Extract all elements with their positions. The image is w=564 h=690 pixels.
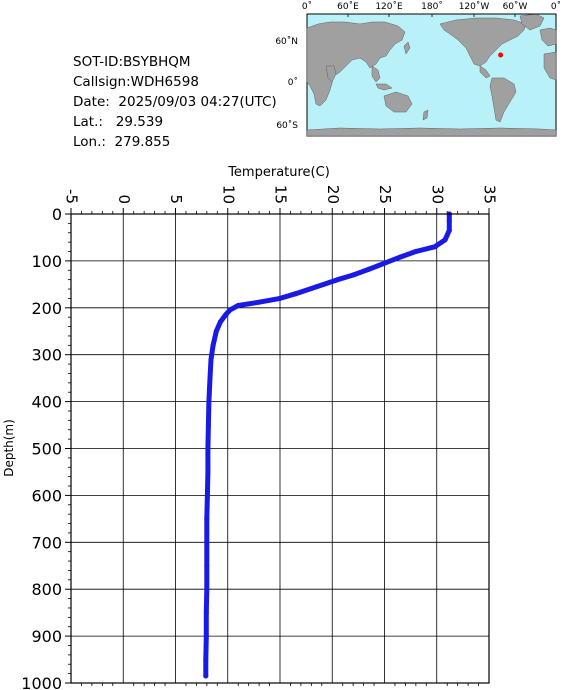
map-grid [307,13,556,17]
x-tick-label: 25 [376,185,394,204]
chart-grid [70,213,490,684]
data-point [210,342,216,348]
data-point [205,469,211,475]
map-lat-label: 60˚N [275,36,298,47]
land-north-america [439,17,527,67]
map-lon-label: 60˚E [337,1,359,12]
data-point [205,446,211,451]
data-point [206,399,212,405]
x-tick-label: 5 [167,194,185,204]
land-nz [422,109,429,121]
land-africa-right [543,51,557,81]
data-point [203,657,209,662]
temperature-profile-line [203,211,452,679]
map-lat-label: 0˚ [288,77,298,88]
land-europe-right [539,27,557,47]
data-point [205,422,211,428]
data-point [293,291,299,297]
y-axis-title: Depth(m) [2,419,16,477]
data-point [203,633,209,639]
data-point [227,307,233,313]
map-lon-label: 120˚W [459,1,490,12]
map-lon-label: 60˚W [503,1,528,12]
y-tick-label: 400 [31,393,62,412]
data-point [204,539,210,545]
x-tick-label: 15 [272,185,290,204]
map-lon-label: 0˚ [551,1,561,12]
land-antarctica [306,127,557,137]
y-tick-label: 200 [31,299,62,318]
land-japan [403,41,411,55]
location-map: 0˚ 60˚E 120˚E 180˚ 120˚W 60˚W 0˚ 60˚N 0˚… [275,1,561,137]
data-point [432,244,438,250]
data-point [350,272,356,278]
land-central-america [479,65,491,79]
map-lon-label: 180˚ [421,1,443,12]
data-point [256,299,262,305]
map-landmasses [306,13,557,137]
y-tick-label: 300 [31,346,62,365]
y-tick-label: 0 [52,205,62,224]
data-point [382,260,387,266]
data-point [442,237,448,243]
sot-id-label: SOT-ID:BSYBHQM [73,54,191,70]
map-lon-label: 0˚ [302,1,312,12]
land-eurasia-west [306,21,406,107]
land-indonesia [375,83,393,91]
x-tick-label: -5 [63,189,81,204]
map-lat-labels: 60˚N 0˚ 60˚S [275,36,298,131]
data-point [277,295,283,301]
x-tick-label: 30 [428,185,446,204]
data-point [203,610,209,616]
data-point [446,227,452,233]
y-tick-label: 700 [31,533,62,552]
data-point [235,303,241,308]
y-tick-label: 500 [31,440,62,459]
callsign-label: Callsign:WDH6598 [73,74,199,90]
data-point [335,277,340,283]
y-tick-label: 900 [31,627,62,646]
plot-frame [70,213,490,684]
land-africa-east [325,65,337,83]
data-point [217,319,223,325]
data-point [203,673,209,679]
data-point [413,249,419,254]
chart-series [203,211,452,679]
data-point [207,375,213,381]
data-point [366,266,372,272]
longitude-label: Lon.: 279.855 [73,134,171,150]
land-indochina [371,65,381,83]
data-point [204,492,210,498]
data-point [204,563,210,569]
date-label: Date: 2025/09/03 04:27(UTC) [73,94,277,110]
x-tick-label: 35 [481,185,499,204]
location-marker [498,52,504,58]
data-point [397,254,403,260]
map-lon-labels: 0˚ 60˚E 120˚E 180˚ 120˚W 60˚W 0˚ [302,1,561,12]
y-tick-label: 1000 [21,674,62,690]
x-axis-title: Temperature(C) [227,165,330,180]
latitude-label: Lat.: 29.539 [73,114,164,130]
chart-ticks: -5 0 5 10 15 20 25 30 35010020030040050060070080… [21,185,498,690]
land-australia [383,91,413,113]
data-point [314,284,320,290]
data-point [223,312,229,318]
y-tick-label: 800 [31,580,62,599]
land-south-america [489,77,517,123]
map-lat-label: 60˚S [276,120,298,131]
data-point [446,218,452,224]
x-tick-label: 10 [219,185,237,204]
data-point [204,516,210,522]
map-lon-label: 120˚E [375,1,403,12]
x-tick-label: 20 [324,185,342,204]
data-point [213,328,219,334]
x-tick-label: 0 [115,194,133,204]
y-tick-label: 100 [31,252,62,271]
float-info-panel: SOT-ID:BSYBHQM Callsign:WDH6598 Date: 20… [73,52,277,152]
y-tick-label: 600 [31,486,62,505]
data-point [208,356,214,362]
data-point [204,586,210,592]
